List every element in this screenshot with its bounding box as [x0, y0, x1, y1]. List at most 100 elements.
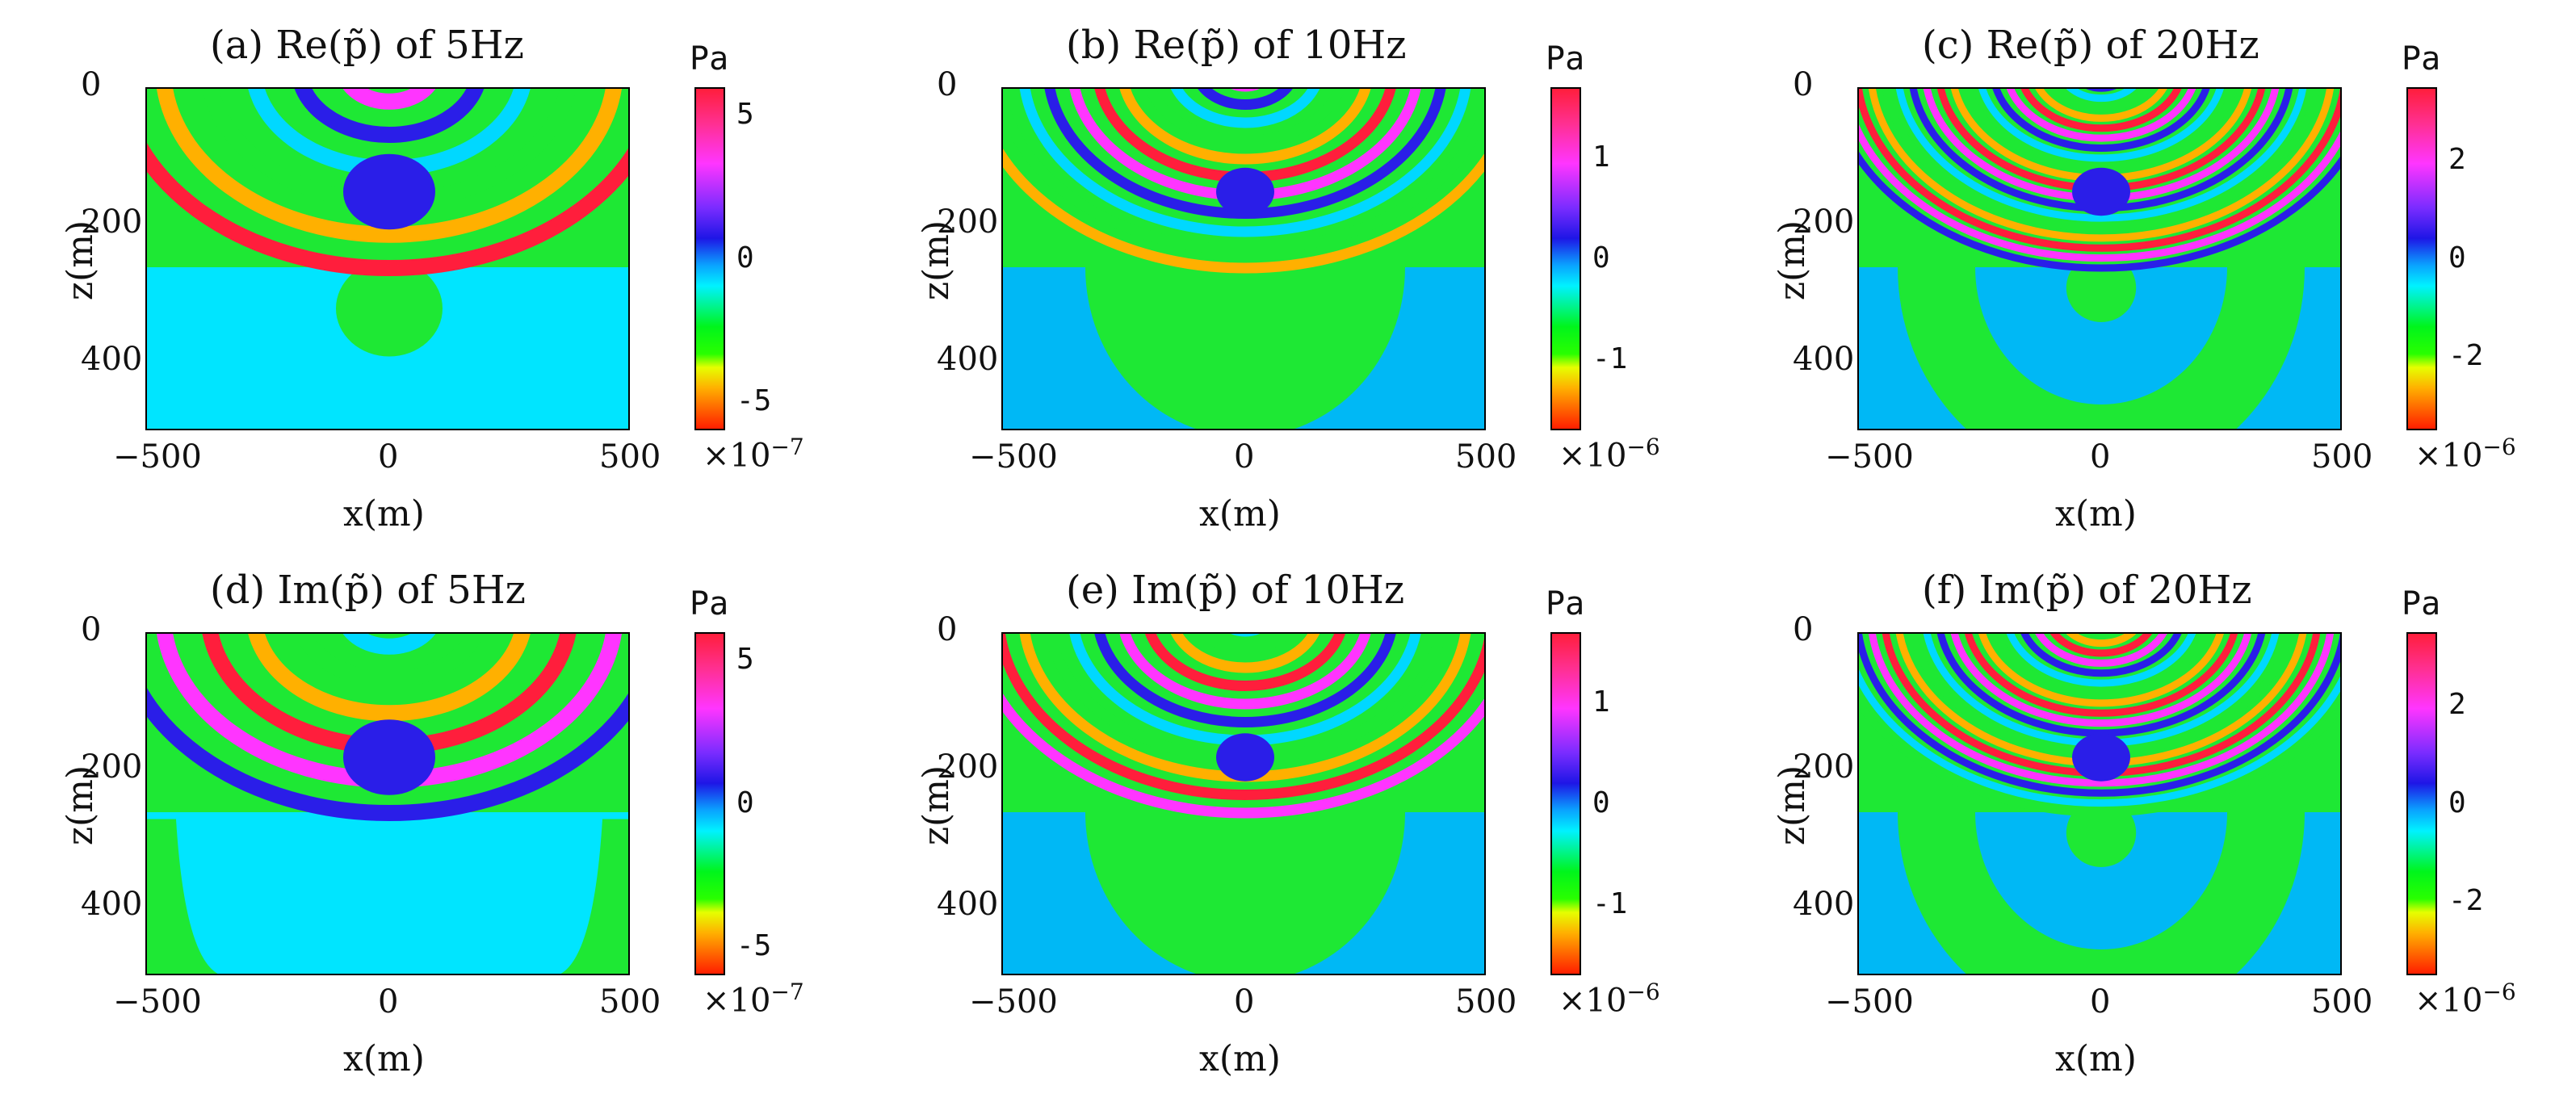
wavefront-ring [1003, 148, 1484, 274]
wavefront-ring [1859, 634, 2340, 797]
colorbar-unit: Pa [1546, 585, 1585, 622]
y-tick-label: 400 [1793, 886, 1855, 923]
colorbar-unit: Pa [690, 40, 729, 78]
wavefront-ring [2035, 89, 2167, 122]
x-tick-label: 0 [2090, 438, 2111, 476]
x-axis-label: x(m) [343, 493, 425, 534]
x-tick-label: 500 [1455, 438, 1517, 476]
colorbar-exponent-base: ×10 [2414, 437, 2483, 475]
colorbar-tick-label: 2 [2448, 688, 2466, 722]
colorbar [694, 87, 725, 430]
scatterer-dome [2072, 733, 2130, 782]
x-axis-label: x(m) [2055, 1038, 2137, 1079]
panel-title: (c) Re(p̃) of 20Hz [1922, 23, 2259, 68]
heatmap-plot [1857, 87, 2342, 430]
y-tick-label: 0 [937, 66, 958, 103]
wavefront-ring [1895, 89, 2307, 222]
y-tick-label: 200 [937, 203, 999, 241]
wavefront-ring [1859, 151, 2340, 272]
wavefront-ring [1094, 634, 1396, 727]
colorbar-tick-label: 5 [736, 643, 754, 677]
transmitted-wave [147, 819, 628, 974]
colorbar-tick-label: 0 [736, 241, 754, 275]
x-tick-label: −500 [113, 438, 202, 476]
colorbar-exponent-power: −6 [1626, 979, 1660, 1005]
x-axis-label: x(m) [1199, 1038, 1281, 1079]
wavefront-ring [248, 634, 531, 722]
wavefront-ring [1964, 634, 2238, 717]
wavefront-ring [1868, 89, 2335, 242]
y-tick-label: 0 [1793, 66, 1814, 103]
colorbar-exponent: ×10−7 [703, 979, 804, 1019]
colorbar-tick-label: -2 [2448, 338, 2484, 372]
x-tick-label: 500 [2311, 438, 2373, 476]
x-tick-label: −500 [969, 983, 1058, 1021]
panel-f: (f) Im(p̃) of 20Hz 0 200 400 −500 0 500 x(m) z(m… [1736, 545, 2576, 1104]
wavefront-ring [2066, 89, 2137, 103]
colorbar-tick-label: -1 [1592, 886, 1628, 920]
colorbar-unit: Pa [690, 585, 729, 622]
colorbar [694, 632, 725, 975]
scatterer-dome [1216, 167, 1274, 216]
colorbar-tick-label: -5 [736, 383, 772, 417]
scatterer-dome [1216, 733, 1274, 782]
y-axis-label: z(m) [1772, 220, 1814, 300]
panel-a: (a) Re(p̃) of 5Hz 0 200 400 −500 0 500 x(m) z(m)… [24, 0, 880, 560]
wavefront-ring [1882, 89, 2321, 232]
x-tick-label: 500 [599, 438, 661, 476]
colorbar-tick-label: -1 [1592, 342, 1628, 375]
heatmap-svg [147, 634, 628, 974]
colorbar-exponent-power: −7 [770, 979, 804, 1005]
colorbar [1550, 87, 1581, 430]
colorbar-tick-label: 2 [2448, 143, 2466, 177]
wavefront-ring [1003, 634, 1484, 800]
wavefront-ring [1119, 634, 1371, 710]
wavefront-ring [157, 89, 622, 243]
wavefront-ring [147, 688, 628, 821]
colorbar-exponent-power: −7 [770, 434, 804, 460]
panel-d: (d) Im(p̃) of 5Hz 0 200 400 −500 0 500 x(m) z(m)… [24, 545, 880, 1104]
panel-c: (c) Re(p̃) of 20Hz 0 200 400 −500 0 500 x(m) z(m… [1736, 0, 2576, 560]
x-tick-label: 0 [2090, 983, 2111, 1021]
wavefront-ring [1170, 89, 1320, 128]
colorbar-tick-label: -5 [736, 928, 772, 962]
wavefront-ring [2006, 634, 2196, 687]
colorbar-exponent-base: ×10 [1559, 437, 1627, 475]
colorbar-unit: Pa [1546, 40, 1585, 78]
y-tick-label: 400 [81, 341, 143, 378]
colorbar-tick-label: 0 [2448, 241, 2466, 275]
y-tick-label: 400 [1793, 341, 1855, 378]
wavefront-ring [1859, 668, 2340, 807]
scatterer-dome [343, 153, 435, 230]
colorbar-tick-label: 0 [736, 786, 754, 819]
wavefront-ring [2049, 634, 2153, 657]
heatmap-svg [1859, 634, 2340, 974]
panel-title: (b) Re(p̃) of 10Hz [1066, 23, 1407, 68]
colorbar-exponent-base: ×10 [1559, 982, 1627, 1020]
scatter-blob [336, 260, 443, 357]
colorbar-exponent: ×10−6 [2414, 434, 2516, 474]
heatmap-svg [1003, 89, 1484, 429]
colorbar-unit: Pa [2402, 40, 2441, 78]
heatmap-plot [1001, 87, 1486, 430]
x-tick-label: −500 [1825, 983, 1914, 1021]
colorbar-exponent: ×10−6 [1559, 434, 1660, 474]
heatmap-plot [1857, 632, 2342, 975]
x-tick-label: 500 [599, 983, 661, 1021]
y-axis-label: z(m) [60, 220, 102, 300]
y-axis-label: z(m) [60, 765, 102, 845]
wavefront-ring [2020, 89, 2182, 132]
wavefront-ring [1119, 89, 1371, 165]
x-tick-label: −500 [969, 438, 1058, 476]
wavefront-ring [342, 634, 436, 655]
colorbar-unit: Pa [2402, 585, 2441, 622]
wavefront-ring [342, 89, 436, 110]
colorbar-tick-label: 1 [1592, 685, 1610, 719]
y-tick-label: 400 [937, 886, 999, 923]
wavefront-ring [294, 89, 485, 143]
panel-title: (e) Im(p̃) of 10Hz [1066, 568, 1405, 613]
y-tick-label: 0 [81, 66, 102, 103]
x-axis-label: x(m) [2055, 493, 2137, 534]
colorbar-exponent-base: ×10 [703, 982, 771, 1020]
